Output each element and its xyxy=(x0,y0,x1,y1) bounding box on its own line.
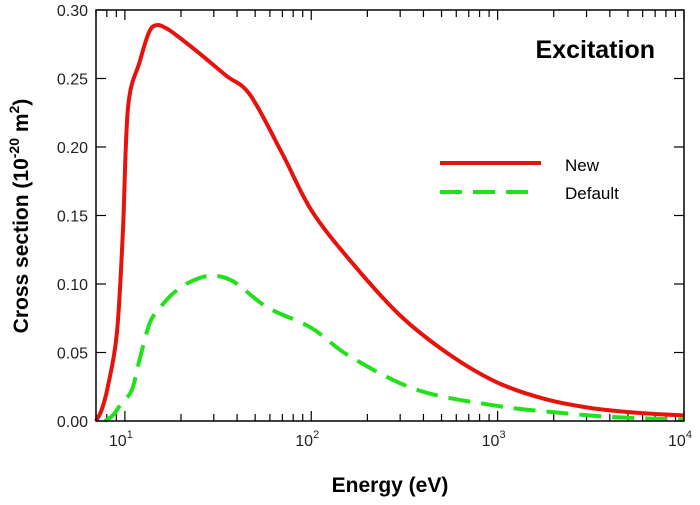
legend: New Default xyxy=(440,156,619,203)
y-tick-label: 0.30 xyxy=(57,3,88,20)
y-tick-label: 0.15 xyxy=(57,209,88,226)
x-tick-label: 103 xyxy=(482,429,506,450)
x-tick-label: 102 xyxy=(295,429,319,450)
chart-title: Excitation xyxy=(536,36,655,64)
x-tick-label: 101 xyxy=(109,429,133,450)
y-tick-label: 0.00 xyxy=(57,414,88,431)
y-tick-label: 0.20 xyxy=(57,140,88,157)
y-axis-title: Cross section (10-20 m2) xyxy=(6,99,33,334)
x-axis-title: Energy (eV) xyxy=(332,474,449,497)
axis-ticks xyxy=(95,9,685,422)
series-line-default xyxy=(103,273,685,423)
data-series xyxy=(94,23,685,423)
y-tick-label: 0.25 xyxy=(57,72,88,89)
series-line-new xyxy=(94,23,685,422)
x-tick-label: 104 xyxy=(668,429,692,450)
y-tick-label: 0.05 xyxy=(57,346,88,363)
plot-frame xyxy=(95,9,685,422)
x-tick-labels: 101 102 103 104 xyxy=(109,429,692,450)
legend-label-new: New xyxy=(565,156,600,175)
y-tick-label: 0.10 xyxy=(57,277,88,294)
y-tick-labels: 0.00 0.05 0.10 0.15 0.20 0.25 0.30 xyxy=(57,3,88,431)
legend-label-default: Default xyxy=(565,184,619,203)
